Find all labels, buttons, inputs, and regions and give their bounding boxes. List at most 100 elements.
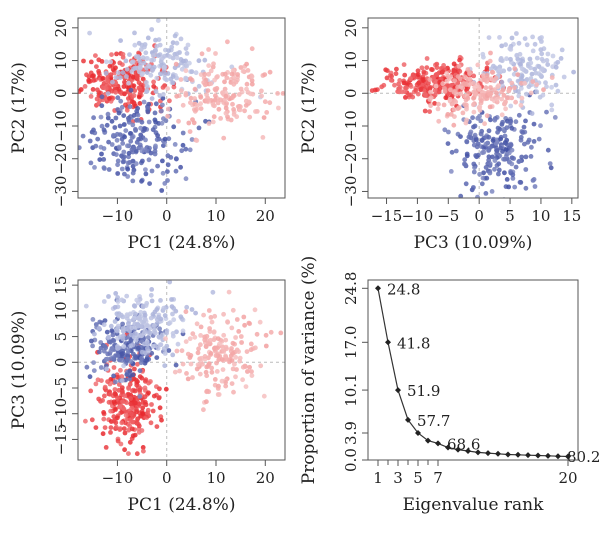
scatter-point	[532, 66, 538, 72]
x-tick-label: 20	[558, 469, 577, 487]
scatter-point	[150, 53, 156, 59]
scree-point	[485, 450, 491, 457]
scatter-point	[169, 297, 174, 302]
scatter-point	[465, 198, 470, 203]
scatter-point	[210, 289, 216, 295]
cumulative-variance-label: 41.8	[397, 334, 430, 352]
scatter-point	[517, 61, 523, 67]
scatter-point	[545, 62, 551, 67]
scatter-point	[161, 116, 166, 122]
scatter-point	[160, 85, 166, 90]
scatter-point	[71, 140, 76, 145]
scatter-point	[213, 51, 218, 56]
scatter-point	[133, 161, 139, 167]
scatter-point	[113, 391, 118, 397]
y-tick-label: 15	[52, 276, 70, 295]
scatter-point	[78, 145, 82, 151]
scatter-point	[230, 351, 236, 356]
scatter-point	[504, 142, 510, 148]
scatter-point	[146, 390, 151, 396]
scatter-point	[165, 169, 170, 175]
scatter-point	[433, 83, 439, 89]
chart-panel-4: 24.8 41.8 51.9 57.7 68.6 80.2 1 3 5 7 20 0.0 3.9 10.1…	[299, 256, 600, 515]
scatter-point	[88, 59, 94, 65]
scatter-point	[160, 158, 165, 164]
scatter-point	[168, 155, 174, 160]
scatter-point	[509, 125, 515, 131]
scatter-point	[249, 74, 255, 79]
scatter-point	[392, 82, 397, 88]
scatter-point	[96, 325, 102, 331]
y-tick-label: −30	[342, 176, 360, 208]
scatter-point	[233, 374, 238, 380]
scatter-point	[148, 292, 154, 298]
scatter-point	[488, 50, 493, 56]
scatter-point	[120, 155, 126, 160]
scatter-point	[212, 313, 218, 319]
scatter-point	[108, 59, 113, 65]
scatter-point	[552, 115, 558, 120]
scatter-point	[445, 141, 451, 147]
scatter-point	[105, 115, 111, 121]
scatter-point	[163, 336, 168, 342]
scatter-point	[361, 76, 366, 81]
scatter-point	[88, 160, 94, 166]
scatter-point	[189, 69, 195, 75]
scatter-point	[184, 371, 189, 376]
scatter-point	[388, 77, 394, 83]
scatter-point	[188, 95, 194, 101]
scatter-point	[211, 114, 217, 120]
scatter-point	[84, 364, 90, 370]
scatter-point	[230, 101, 235, 107]
scatter-point	[190, 117, 195, 122]
scatter-point	[107, 96, 112, 101]
scatter-point	[127, 104, 133, 110]
scatter-point	[498, 67, 503, 73]
scatter-point	[259, 93, 264, 99]
plot-frame	[77, 17, 286, 199]
scatter-point	[135, 112, 141, 118]
scatter-point	[481, 170, 486, 176]
scatter-point	[384, 68, 390, 73]
scatter-point	[249, 369, 254, 374]
scatter-point	[111, 132, 116, 138]
scatter-point	[159, 108, 164, 114]
scatter-point	[523, 154, 529, 160]
scatter-point	[206, 47, 212, 52]
scatter-point	[151, 84, 157, 89]
scatter-point	[140, 445, 146, 450]
scatter-point	[142, 328, 148, 334]
scatter-point	[221, 135, 227, 141]
scatter-point	[475, 194, 480, 198]
scatter-point	[504, 177, 510, 182]
scatter-point	[209, 319, 215, 325]
scatter-points	[361, 31, 576, 203]
scatter-point	[446, 129, 451, 135]
scatter-point	[529, 144, 534, 150]
scatter-point	[120, 141, 126, 146]
scatter-point	[183, 68, 189, 74]
scatter-point	[240, 68, 246, 74]
scatter-point	[185, 376, 191, 382]
scatter-point	[477, 104, 483, 110]
scatter-point	[130, 163, 136, 169]
scatter-point	[106, 294, 111, 299]
scatter-point	[529, 71, 535, 77]
scatter-point	[152, 110, 158, 116]
scatter-point	[127, 439, 133, 445]
scatter-point	[206, 308, 212, 313]
scatter-point	[113, 65, 118, 71]
x-axis-label: PC1 (24.8%)	[128, 233, 236, 253]
scatter-point	[108, 72, 114, 78]
scatter-point	[231, 389, 236, 395]
scatter-point	[479, 98, 484, 103]
scatter-point	[125, 174, 131, 179]
scatter-point	[97, 157, 103, 163]
scatter-point	[72, 57, 77, 62]
scatter-point	[73, 67, 78, 72]
scatter-point	[193, 310, 199, 316]
x-tick-label: 10	[531, 207, 550, 225]
scatter-point	[243, 364, 248, 369]
scatter-point	[145, 105, 151, 111]
scatter-point	[496, 161, 502, 167]
